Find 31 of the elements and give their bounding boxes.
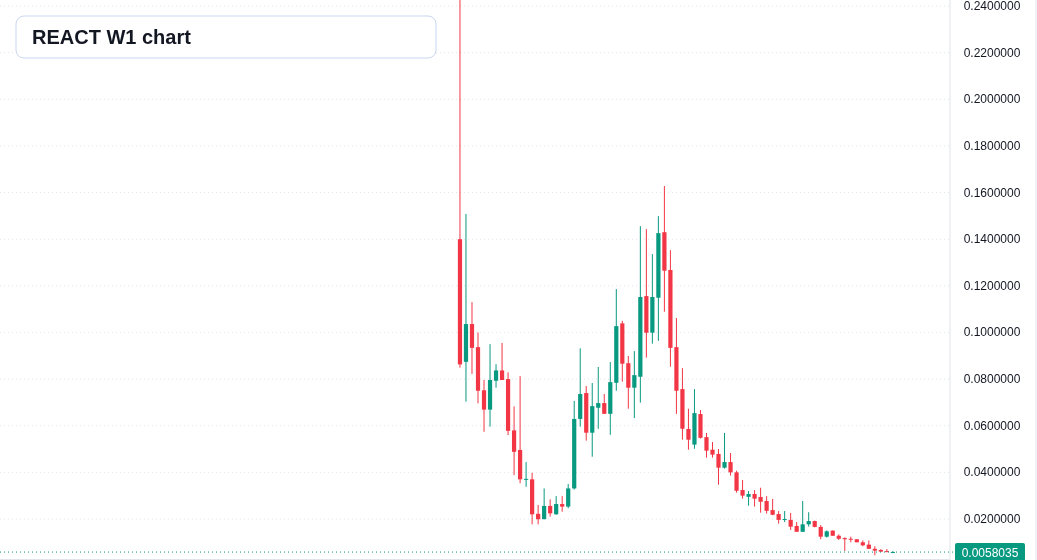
candlestick — [686, 408, 691, 451]
candlestick — [542, 487, 547, 520]
text: REACT W1 chart — [32, 26, 192, 48]
y-tick-label: 0.0800000 — [963, 372, 1021, 387]
candlestick — [800, 500, 805, 533]
y-tick-label: 0.1600000 — [963, 185, 1021, 200]
candlestick — [511, 405, 517, 476]
y-tick-label: 0.2200000 — [963, 45, 1021, 60]
candlestick — [554, 495, 559, 516]
candlestick — [524, 461, 529, 488]
y-tick-label: 0.1200000 — [963, 278, 1021, 293]
y-tick-label: 0.1000000 — [963, 325, 1021, 340]
candlestick — [782, 510, 787, 523]
y-tick-label: 0.2000000 — [963, 92, 1021, 107]
candlestick — [493, 363, 499, 389]
candlestick — [469, 301, 475, 375]
candlestick — [722, 432, 727, 470]
y-tick-label: 0.0200000 — [963, 511, 1021, 526]
y-tick-label: 0.1400000 — [963, 232, 1021, 247]
candlestick — [632, 350, 637, 419]
candlestick — [602, 393, 607, 415]
candlestick — [596, 366, 601, 430]
ref-line-label: 0.0058035 — [961, 545, 1019, 560]
candlestick — [481, 379, 487, 433]
y-tick-label: 0.0400000 — [963, 465, 1021, 480]
y-tick-label: 0.0600000 — [963, 418, 1021, 433]
y-tick-label: 0.2400000 — [963, 0, 1021, 14]
y-tick-label: 0.1800000 — [963, 138, 1021, 153]
candlestick — [566, 483, 571, 509]
candlestick — [499, 342, 505, 381]
candlestick — [728, 452, 733, 477]
